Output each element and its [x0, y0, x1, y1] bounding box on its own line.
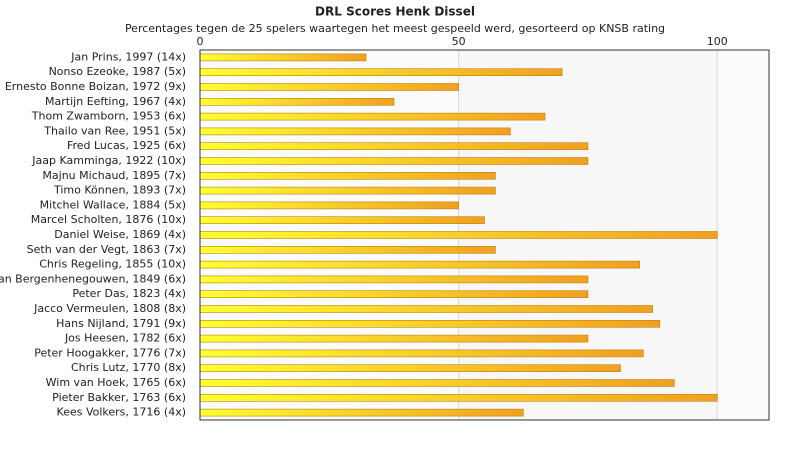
bar — [199, 127, 511, 136]
y-tick-label: Kees Volkers, 1716 (4x) — [57, 406, 186, 419]
chart-subtitle: Percentages tegen de 25 spelers waartege… — [125, 22, 665, 35]
y-tick-label: Timo Können, 1893 (7x) — [53, 184, 186, 197]
bar — [199, 231, 718, 239]
x-tick-label: 0 — [197, 35, 204, 48]
y-tick-label: Fred Lucas, 1925 (6x) — [67, 139, 186, 152]
y-tick-label: Thailo van Ree, 1951 (5x) — [43, 124, 186, 137]
y-tick-label: Seth van der Vegt, 1863 (7x) — [27, 243, 186, 256]
bar — [199, 201, 459, 210]
bar — [199, 408, 524, 417]
bar — [199, 112, 546, 121]
y-tick-label: Jan Prins, 1997 (14x) — [70, 50, 186, 63]
bar — [199, 53, 367, 62]
bar — [199, 379, 675, 387]
bar — [199, 216, 485, 224]
y-tick-label: van Bergenhenegouwen, 1849 (6x) — [0, 272, 186, 285]
bar — [199, 334, 589, 343]
y-tick-label: Martijn Eefting, 1967 (4x) — [45, 95, 186, 108]
y-tick-label: Chris Regeling, 1855 (10x) — [39, 258, 186, 271]
y-tick-label: Wim van Hoek, 1765 (6x) — [46, 376, 186, 389]
bar — [199, 275, 589, 284]
y-tick-label: Thom Zwamborn, 1953 (6x) — [31, 110, 186, 123]
y-tick-label: Hans Nijland, 1791 (9x) — [56, 317, 186, 330]
bar — [199, 305, 653, 313]
bar — [199, 393, 718, 402]
chart-title: DRL Scores Henk Dissel — [315, 5, 475, 19]
bar — [199, 98, 395, 106]
y-tick-label: Jaap Kamminga, 1922 (10x) — [31, 154, 186, 167]
y-tick-label: Jos Heesen, 1782 (6x) — [64, 332, 186, 345]
y-tick-label: Pieter Bakker, 1763 (6x) — [52, 391, 186, 404]
bar — [199, 319, 661, 328]
bar — [199, 186, 496, 195]
y-tick-label: Majnu Michaud, 1895 (7x) — [42, 169, 186, 182]
bar — [199, 260, 640, 269]
y-tick-label: Marcel Scholten, 1876 (10x) — [31, 213, 186, 226]
bar — [199, 142, 589, 150]
x-tick-label: 50 — [452, 35, 466, 48]
bar — [199, 172, 496, 180]
plot-frame — [199, 49, 770, 421]
y-tick-label: Jacco Vermeulen, 1808 (8x) — [33, 302, 186, 315]
y-tick-label: Nonso Ezeoke, 1987 (5x) — [49, 65, 186, 78]
y-tick-label: Daniel Weise, 1869 (4x) — [54, 228, 186, 241]
plot-band — [717, 50, 769, 420]
bar — [199, 246, 496, 254]
bar — [199, 157, 589, 165]
bar — [199, 83, 459, 91]
y-tick-label: Chris Lutz, 1770 (8x) — [71, 361, 186, 374]
y-tick-label: Mitchel Wallace, 1884 (5x) — [40, 198, 186, 211]
bar — [199, 68, 563, 76]
bar — [199, 290, 589, 299]
y-tick-label: Peter Das, 1823 (4x) — [72, 287, 186, 300]
bar — [199, 349, 644, 358]
y-tick-label: Peter Hoogakker, 1776 (7x) — [34, 346, 186, 359]
bar — [199, 364, 621, 373]
y-tick-label: Ernesto Bonne Boizan, 1972 (9x) — [5, 80, 186, 93]
x-tick-label: 100 — [707, 35, 728, 48]
